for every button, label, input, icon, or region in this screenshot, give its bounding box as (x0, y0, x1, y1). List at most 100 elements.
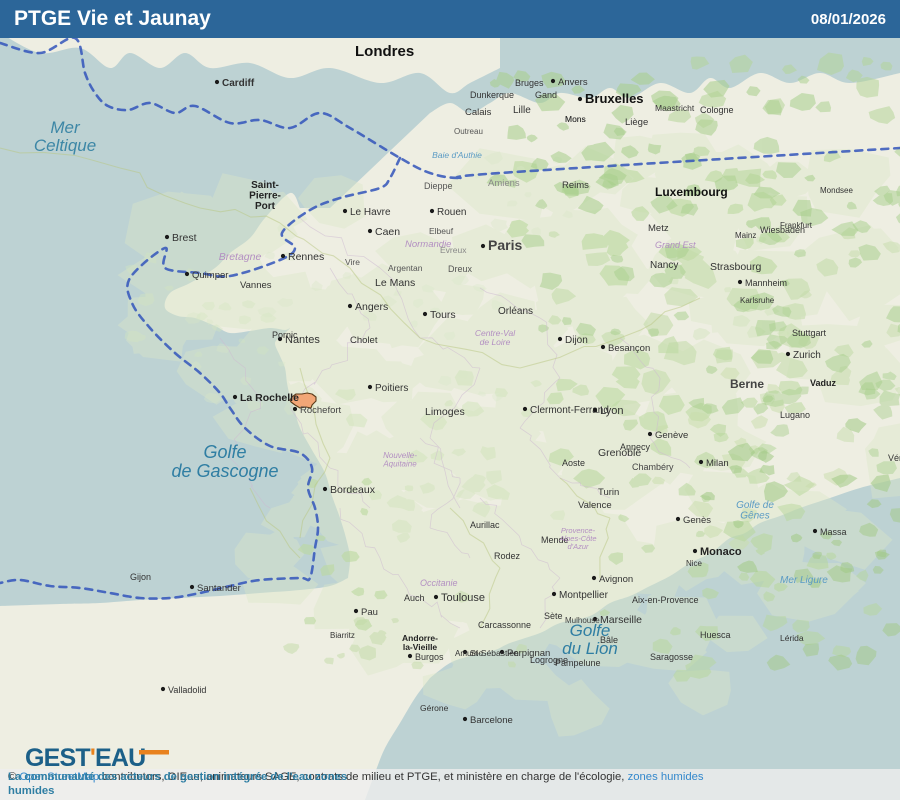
svg-text:Calais: Calais (465, 107, 492, 118)
svg-text:Burgos: Burgos (415, 652, 444, 662)
svg-text:Montpellier: Montpellier (559, 590, 609, 601)
svg-text:Dijon: Dijon (565, 335, 588, 346)
svg-text:Brest: Brest (172, 232, 197, 244)
svg-text:Elbeuf: Elbeuf (429, 226, 454, 236)
svg-text:Carcassonne: Carcassonne (478, 620, 531, 630)
svg-text:Lugano: Lugano (780, 410, 810, 420)
svg-text:Amiens: Amiens (488, 178, 520, 189)
svg-text:Valence: Valence (578, 500, 612, 511)
svg-text:Karlsruhe: Karlsruhe (740, 296, 775, 305)
svg-text:Aoste: Aoste (562, 458, 585, 468)
svg-text:Auch: Auch (404, 593, 425, 603)
svg-text:Nancy: Nancy (650, 260, 678, 271)
svg-text:Quimper: Quimper (192, 270, 228, 281)
svg-text:Outreau: Outreau (454, 127, 483, 136)
svg-text:Milan: Milan (706, 458, 729, 469)
svg-text:Gijon: Gijon (130, 572, 151, 582)
svg-text:Mondsee: Mondsee (820, 186, 853, 195)
svg-text:Mons: Mons (565, 114, 586, 124)
svg-text:Caen: Caen (375, 226, 400, 238)
svg-text:Dreux: Dreux (448, 264, 473, 274)
svg-text:Genès: Genès (683, 515, 711, 526)
svg-text:Stuttgart: Stuttgart (792, 328, 827, 338)
svg-text:Angers: Angers (355, 301, 388, 313)
svg-text:Gand: Gand (535, 90, 557, 100)
svg-text:Poitiers: Poitiers (375, 383, 408, 394)
svg-text:La Rochelle: La Rochelle (240, 392, 299, 404)
svg-text:Luxembourg: Luxembourg (655, 185, 728, 199)
svg-text:Rochefort: Rochefort (300, 405, 342, 416)
svg-text:Nouvelle-Aquitaine: Nouvelle-Aquitaine (382, 451, 417, 468)
svg-text:Besançon: Besançon (608, 343, 650, 354)
svg-text:Chambéry: Chambéry (632, 462, 674, 472)
svg-text:Cologne: Cologne (700, 105, 734, 115)
svg-text:Pornic: Pornic (272, 330, 298, 340)
svg-text:Avignon: Avignon (599, 574, 633, 585)
svg-text:Vannes: Vannes (240, 280, 272, 291)
svg-text:Barcelone: Barcelone (470, 715, 513, 726)
svg-text:Berne: Berne (730, 377, 764, 391)
svg-text:Occitanie: Occitanie (420, 578, 458, 588)
svg-text:Huesca: Huesca (700, 630, 731, 640)
svg-text:Gérone: Gérone (420, 703, 449, 713)
svg-text:Rodez: Rodez (494, 551, 521, 561)
svg-text:Limoges: Limoges (425, 406, 465, 418)
svg-text:Metz: Metz (648, 223, 669, 234)
svg-text:Grand Est: Grand Est (655, 240, 696, 250)
svg-text:Rennes: Rennes (288, 251, 324, 263)
svg-text:Strasbourg: Strasbourg (710, 261, 762, 273)
svg-text:Le Havre: Le Havre (350, 207, 391, 218)
svg-text:Lérida: Lérida (780, 633, 804, 643)
svg-text:Biarritz: Biarritz (330, 631, 355, 640)
svg-text:Mer Ligure: Mer Ligure (780, 575, 828, 586)
svg-text:Bruges: Bruges (515, 78, 544, 88)
svg-text:Clermont-Ferrand: Clermont-Ferrand (530, 405, 609, 416)
svg-text:Vire: Vire (345, 257, 360, 267)
svg-text:Amurrio: Amurrio (455, 649, 484, 658)
svg-text:GEST'EAU: GEST'EAU (25, 744, 145, 772)
svg-text:Vaduz: Vaduz (810, 378, 837, 388)
svg-text:Mainz: Mainz (735, 231, 756, 240)
svg-text:Reims: Reims (562, 180, 589, 191)
svg-text:Zurich: Zurich (793, 350, 821, 361)
svg-text:Paris: Paris (488, 237, 522, 253)
svg-text:Massa: Massa (820, 527, 847, 537)
svg-text:Dunkerque: Dunkerque (470, 90, 514, 100)
svg-text:Londres: Londres (355, 43, 414, 60)
svg-text:Sète: Sète (544, 611, 563, 621)
svg-text:Mannheim: Mannheim (745, 278, 787, 288)
svg-text:Lille: Lille (513, 105, 531, 116)
svg-text:Baie d'Authie: Baie d'Authie (432, 150, 482, 160)
svg-text:Bruxelles: Bruxelles (585, 91, 644, 106)
svg-text:Aurillac: Aurillac (470, 520, 500, 530)
svg-text:Monaco: Monaco (700, 546, 742, 558)
svg-text:Pau: Pau (361, 607, 378, 618)
svg-text:Toulouse: Toulouse (441, 592, 485, 604)
svg-text:Orléans: Orléans (498, 306, 533, 317)
svg-text:Rouen: Rouen (437, 207, 466, 218)
svg-text:Aix-en-Provence: Aix-en-Provence (632, 595, 699, 605)
svg-text:Bordeaux: Bordeaux (330, 484, 376, 496)
svg-text:Anvers: Anvers (558, 77, 588, 88)
svg-text:Vérone: Vérone (888, 453, 900, 463)
svg-text:Maastricht: Maastricht (655, 103, 695, 113)
svg-text:Tours: Tours (430, 309, 456, 321)
svg-text:Andorre-la-Vieille: Andorre-la-Vieille (402, 633, 438, 652)
svg-text:Genève: Genève (655, 430, 688, 441)
svg-text:Frankfurt: Frankfurt (780, 221, 813, 230)
svg-text:Argentan: Argentan (388, 263, 423, 273)
svg-text:Liège: Liège (625, 117, 648, 128)
svg-text:Cholet: Cholet (350, 335, 378, 346)
svg-text:Bretagne: Bretagne (219, 251, 262, 263)
svg-text:Normandie: Normandie (405, 239, 451, 250)
svg-text:Annecy: Annecy (620, 442, 651, 452)
svg-text:Valladolid: Valladolid (168, 685, 206, 695)
svg-text:Saragosse: Saragosse (650, 652, 693, 662)
svg-text:Nice: Nice (686, 559, 703, 568)
svg-text:Le Mans: Le Mans (375, 277, 415, 289)
svg-text:Dieppe: Dieppe (424, 181, 453, 191)
svg-text:Santander: Santander (197, 583, 241, 594)
svg-text:Lyon: Lyon (600, 405, 623, 417)
